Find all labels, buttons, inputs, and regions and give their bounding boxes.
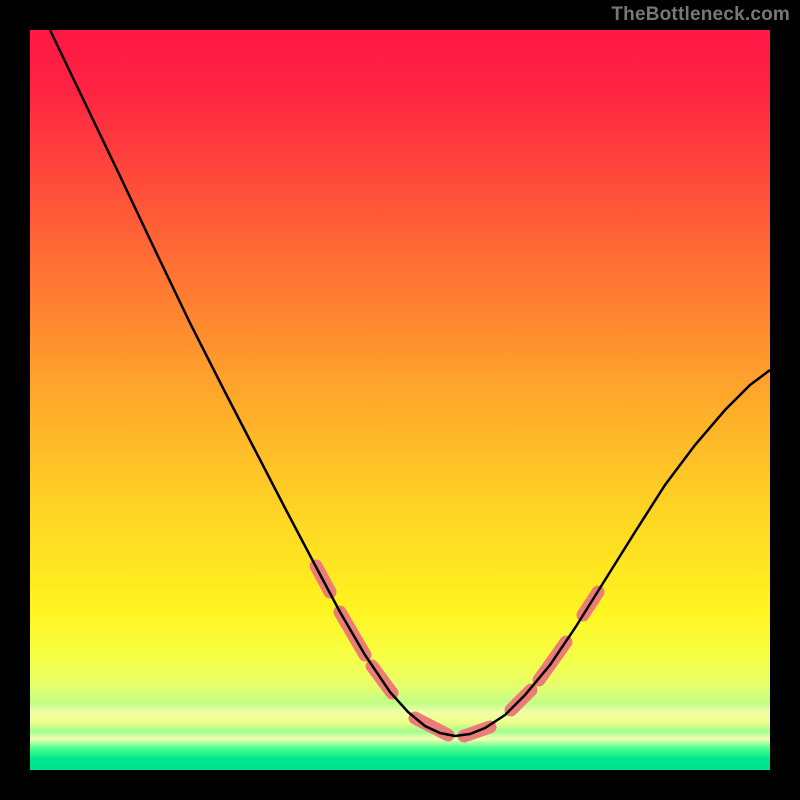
chart-plot-area [30, 30, 770, 770]
chart-outer-frame: TheBottleneck.com [0, 0, 800, 800]
chart-svg [30, 30, 770, 770]
watermark-text: TheBottleneck.com [611, 4, 790, 26]
chart-background [30, 30, 770, 770]
